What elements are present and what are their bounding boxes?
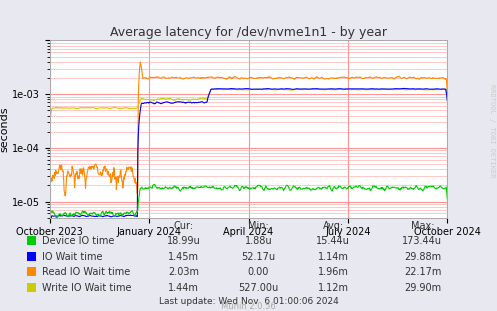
Text: 22.17m: 22.17m <box>404 267 441 277</box>
Text: Read IO Wait time: Read IO Wait time <box>42 267 131 277</box>
Text: 1.12m: 1.12m <box>318 283 348 293</box>
Text: 1.96m: 1.96m <box>318 267 348 277</box>
Text: 29.88m: 29.88m <box>404 252 441 262</box>
Text: Device IO time: Device IO time <box>42 236 115 246</box>
Text: 18.99u: 18.99u <box>167 236 201 246</box>
Text: Munin 2.0.56: Munin 2.0.56 <box>221 302 276 311</box>
Text: Min:: Min: <box>248 220 269 230</box>
Title: Average latency for /dev/nvme1n1 - by year: Average latency for /dev/nvme1n1 - by ye… <box>110 26 387 39</box>
Text: Avg:: Avg: <box>323 220 343 230</box>
Text: 0.00: 0.00 <box>248 267 269 277</box>
Text: Write IO Wait time: Write IO Wait time <box>42 283 132 293</box>
Text: 1.44m: 1.44m <box>168 283 199 293</box>
Text: 1.14m: 1.14m <box>318 252 348 262</box>
Text: 1.88u: 1.88u <box>245 236 272 246</box>
Text: RRDTOOL / TOBI OETIKER: RRDTOOL / TOBI OETIKER <box>489 84 495 177</box>
Text: 1.45m: 1.45m <box>168 252 199 262</box>
Text: 2.03m: 2.03m <box>168 267 199 277</box>
Text: Cur:: Cur: <box>174 220 194 230</box>
Text: 173.44u: 173.44u <box>403 236 442 246</box>
Text: 29.90m: 29.90m <box>404 283 441 293</box>
Text: IO Wait time: IO Wait time <box>42 252 103 262</box>
Text: 15.44u: 15.44u <box>316 236 350 246</box>
Y-axis label: seconds: seconds <box>0 106 9 152</box>
Text: Last update: Wed Nov  6 01:00:06 2024: Last update: Wed Nov 6 01:00:06 2024 <box>159 297 338 306</box>
Text: 52.17u: 52.17u <box>242 252 275 262</box>
Text: Max:: Max: <box>411 220 434 230</box>
Text: 527.00u: 527.00u <box>239 283 278 293</box>
